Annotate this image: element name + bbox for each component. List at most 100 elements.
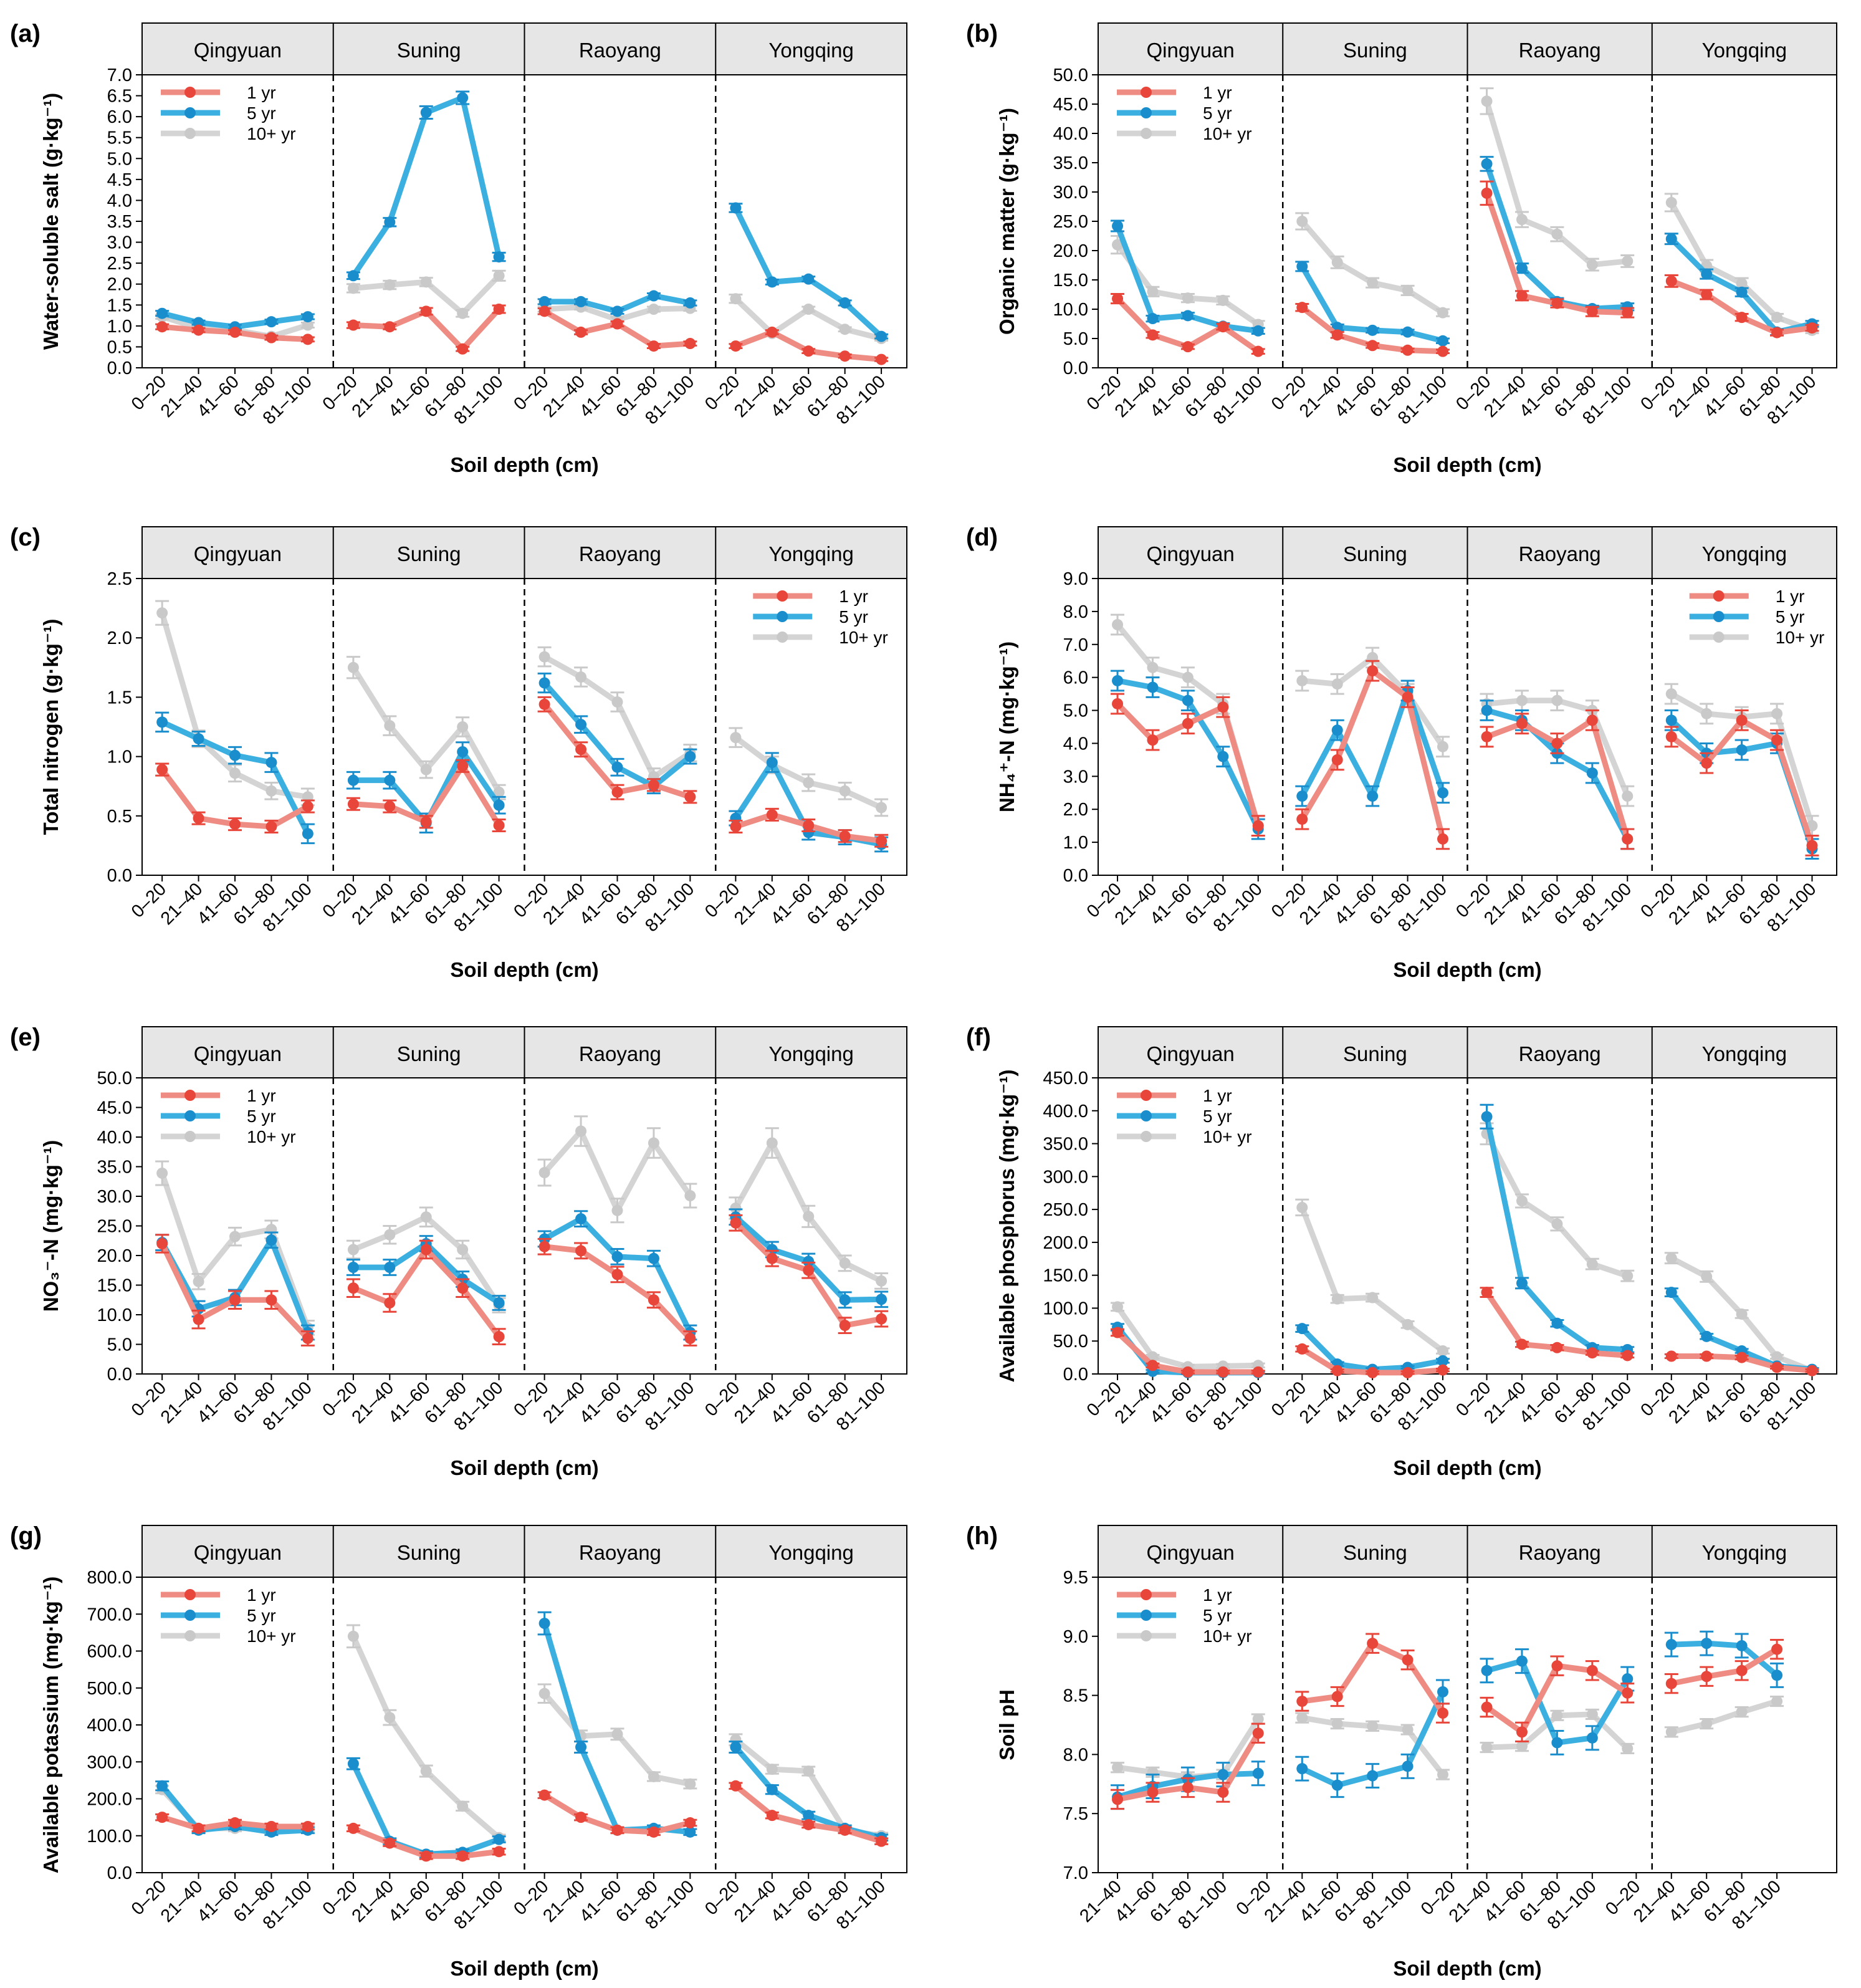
data-point — [839, 1824, 851, 1836]
data-point — [538, 1688, 550, 1699]
data-point — [803, 1264, 815, 1276]
x-tick-label: 41–60 — [193, 372, 243, 421]
data-point — [1551, 694, 1563, 706]
data-point — [876, 1275, 887, 1287]
data-point — [1622, 1673, 1634, 1685]
data-point — [839, 350, 851, 362]
data-point — [1701, 1638, 1713, 1649]
data-point — [684, 1333, 696, 1344]
data-point — [1252, 1366, 1264, 1378]
data-point — [1701, 1330, 1713, 1342]
legend-swatch-point — [184, 87, 196, 98]
data-point — [1147, 734, 1159, 746]
series-line — [1299, 1204, 1446, 1354]
data-point — [266, 332, 277, 343]
data-point — [1481, 1287, 1493, 1299]
series-line — [350, 95, 502, 279]
legend-label: 1 yr — [1203, 1585, 1232, 1605]
data-point — [611, 1269, 623, 1280]
data-point — [1331, 724, 1343, 736]
data-point — [648, 290, 659, 302]
data-point — [156, 716, 168, 728]
data-point — [1331, 1691, 1343, 1702]
y-tick-label: 0.0 — [1063, 866, 1088, 886]
facet-label: Qingyuan — [1146, 1541, 1234, 1564]
y-tick-label: 500.0 — [87, 1679, 132, 1699]
data-point — [648, 304, 659, 315]
data-point — [1736, 277, 1748, 289]
y-tick-label: 600.0 — [87, 1642, 132, 1662]
data-point — [1586, 714, 1598, 726]
y-tick-label: 15.0 — [97, 1276, 132, 1296]
data-point — [1437, 741, 1448, 752]
data-point — [493, 251, 505, 263]
data-point — [420, 764, 432, 776]
data-point — [803, 1256, 815, 1267]
data-point — [1437, 1355, 1448, 1366]
facet-label: Raoyang — [579, 39, 661, 62]
data-point — [1736, 286, 1748, 298]
x-axis-title: Soil depth (cm) — [450, 453, 598, 476]
facet-label: Qingyuan — [1146, 542, 1234, 565]
series-line — [1484, 190, 1630, 316]
series-5-yr — [1111, 1630, 1784, 1810]
data-point — [730, 202, 742, 214]
data-point — [1367, 324, 1379, 336]
data-point — [384, 720, 396, 732]
x-tick-label: 21–40 — [348, 1876, 398, 1926]
data-point — [1771, 312, 1783, 324]
x-tick-label: 21–40 — [730, 1378, 780, 1428]
data-point — [384, 774, 396, 786]
data-point — [1252, 1767, 1264, 1779]
y-axis-title: Water-soluble salt (g·kg⁻¹) — [39, 93, 62, 350]
legend-swatch-point — [1141, 1090, 1152, 1101]
y-tick-label: 25.0 — [1053, 212, 1088, 232]
data-point — [611, 786, 623, 798]
series-10-yr — [1111, 87, 1819, 336]
data-point — [347, 1244, 359, 1256]
data-point — [420, 276, 432, 288]
x-axis-title: Soil depth (cm) — [450, 1957, 598, 1980]
data-point — [1736, 714, 1748, 726]
panel-h: (h) Qingyuan Suning Raoyang Yongqing 7.0 7.5 8.… — [966, 1522, 1837, 1980]
data-point — [766, 1810, 778, 1822]
data-point — [1367, 1770, 1379, 1782]
data-point — [229, 767, 241, 779]
data-point — [1665, 1726, 1677, 1738]
data-point — [575, 326, 587, 338]
legend-swatch-point — [1713, 611, 1725, 622]
y-tick-label: 9.0 — [1063, 569, 1088, 589]
y-tick-label: 50.0 — [1053, 65, 1088, 85]
data-point — [1296, 1323, 1308, 1335]
legend-swatch-point — [777, 590, 788, 602]
y-tick-label: 30.0 — [97, 1187, 132, 1207]
data-point — [1665, 1287, 1677, 1299]
data-point — [493, 786, 505, 798]
legend-swatch-point — [1141, 107, 1152, 118]
data-point — [876, 835, 887, 847]
data-point — [1771, 734, 1783, 746]
data-point — [1296, 790, 1308, 802]
legend-swatch-point — [1713, 631, 1725, 643]
data-point — [876, 1313, 887, 1325]
data-point — [1622, 790, 1634, 802]
x-tick-label: 41–60 — [767, 1378, 817, 1428]
data-point — [1331, 1718, 1343, 1730]
data-point — [1622, 307, 1634, 319]
data-point — [1402, 344, 1414, 356]
data-point — [1481, 1111, 1493, 1123]
data-point — [1182, 310, 1194, 322]
y-axis-title: NH₄⁺-N (mg·kg⁻¹) — [995, 641, 1018, 812]
data-point — [156, 1812, 168, 1823]
y-tick-label: 8.5 — [1063, 1686, 1088, 1706]
data-point — [1147, 329, 1159, 341]
data-point — [1182, 1366, 1194, 1378]
data-point — [1182, 292, 1194, 304]
data-point — [1437, 833, 1448, 845]
data-point — [302, 1820, 313, 1832]
data-point — [1622, 1270, 1634, 1282]
data-point — [1402, 326, 1414, 338]
data-point — [1367, 277, 1379, 289]
data-point — [766, 809, 778, 820]
